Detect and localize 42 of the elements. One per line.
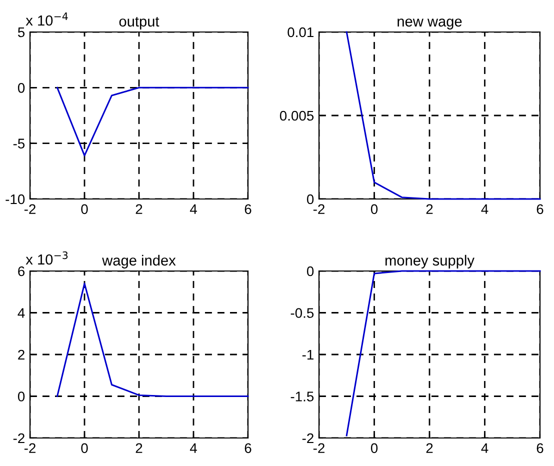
y-tick-label: -10 [6, 194, 25, 204]
y-tick-label: -5 [13, 138, 25, 149]
x-tick-label: 6 [536, 204, 544, 214]
x-tick-label: 6 [244, 204, 252, 214]
x-tick-label: 6 [536, 443, 544, 454]
y-tick-label: 0.005 [280, 110, 314, 121]
x-tick-label: -2 [313, 204, 324, 214]
x-tick-label: 0 [81, 204, 88, 214]
y-tick-label: 0 [306, 266, 314, 276]
x-tick-label: 0 [370, 204, 378, 214]
x-tick-label: 2 [136, 204, 142, 214]
x-tick-label: -2 [313, 443, 324, 453]
x-tick-label: 0 [370, 443, 378, 454]
x-tick-label: 4 [481, 204, 488, 214]
y-tick-label: 0 [306, 194, 314, 204]
x-tick-label: 4 [190, 443, 197, 453]
chart-title: money supply [385, 254, 474, 268]
y-tick-label: -2 [302, 433, 314, 444]
y-tick-label: 0 [18, 83, 25, 93]
y-tick-label: 2 [18, 350, 24, 360]
y-tick-label: -1.5 [290, 392, 314, 402]
chart-title: new wage [398, 18, 462, 30]
text: x 10$^{−3}$ [26, 251, 68, 265]
y-tick-label: 6 [18, 266, 25, 276]
y-tick-label: -1 [302, 350, 314, 360]
y-tick-label: 4 [18, 308, 25, 318]
y-tick-label: -0.5 [290, 308, 314, 318]
y-tick-label: -2 [13, 433, 24, 444]
y-tick-label: 5 [18, 27, 25, 38]
chart-title: output [119, 17, 160, 30]
x-tick-label: 4 [190, 204, 197, 214]
line-series [56, 282, 249, 398]
y-tick-label: 0 [18, 392, 25, 402]
x-tick-label: 0 [81, 443, 88, 454]
x-tick-label: 6 [244, 443, 252, 454]
x-tick-label: 4 [481, 443, 488, 453]
y-tick-label: 0.01 [288, 27, 314, 38]
text: x 10$^{−4}$ [26, 12, 68, 26]
x-tick-label: 2 [426, 443, 433, 453]
x-tick-label: 2 [426, 204, 433, 214]
x-tick-label: 2 [136, 443, 142, 453]
chart-title: wage index [102, 254, 176, 268]
